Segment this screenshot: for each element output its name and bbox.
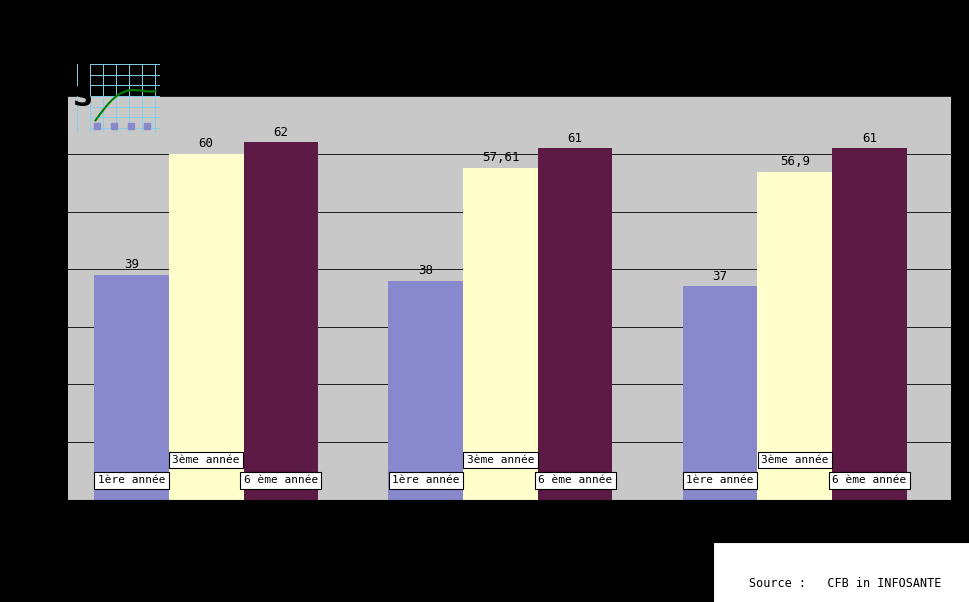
Text: 37: 37 (712, 270, 727, 283)
Text: 3ème année: 3ème année (760, 455, 828, 465)
Text: 60: 60 (199, 137, 213, 150)
Bar (462, 168, 537, 500)
Text: Proportion d’élèves avec au moins une année de retard, par année d’étude: Proportion d’élèves avec au moins une an… (203, 63, 833, 79)
Text: 38: 38 (418, 264, 433, 278)
Text: 3ème année: 3ème année (466, 455, 534, 465)
Text: Retard Scolaire  en CFB dans l'enseignement secondaire: Retard Scolaire en CFB dans l'enseigneme… (282, 25, 755, 41)
Text: 6 ème année: 6 ème année (243, 475, 318, 485)
Bar (682, 287, 757, 500)
Text: 1ère année: 1ère année (391, 475, 459, 485)
Text: 61: 61 (861, 132, 876, 144)
Text: S: S (73, 84, 92, 112)
Text: Source :   CFB in INFOSANTE: Source : CFB in INFOSANTE (748, 577, 940, 590)
Bar (831, 148, 906, 500)
Text: 1ère année: 1ère année (98, 475, 165, 485)
Bar (243, 143, 318, 500)
Bar (757, 172, 831, 500)
Text: 39: 39 (124, 258, 139, 272)
Bar (169, 154, 243, 500)
Text: 62: 62 (273, 126, 288, 139)
Text: 61: 61 (567, 132, 582, 144)
Text: 3ème année: 3ème année (172, 455, 239, 465)
Text: 56,9: 56,9 (779, 155, 809, 169)
Bar (537, 148, 611, 500)
Bar (388, 281, 462, 500)
Text: 1ère année: 1ère année (686, 475, 753, 485)
Text: 6 ème année: 6 ème année (831, 475, 906, 485)
Text: 57,61: 57,61 (482, 151, 518, 164)
Bar (94, 275, 169, 500)
Text: 6 ème année: 6 ème année (538, 475, 611, 485)
